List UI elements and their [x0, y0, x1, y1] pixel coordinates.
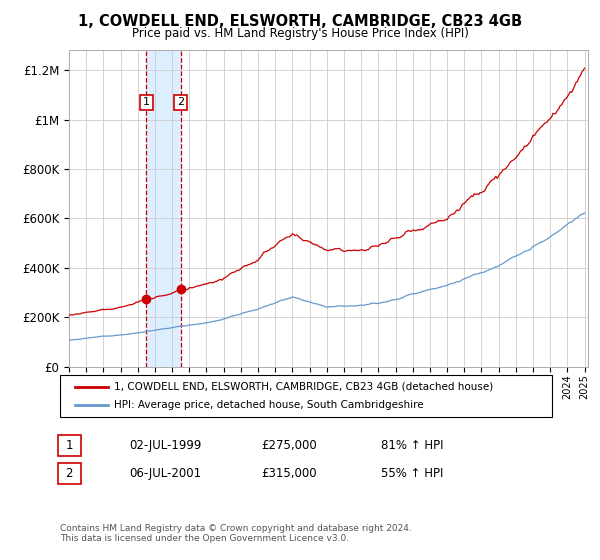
Text: Price paid vs. HM Land Registry's House Price Index (HPI): Price paid vs. HM Land Registry's House … — [131, 27, 469, 40]
Text: 1: 1 — [143, 97, 150, 108]
Text: 1, COWDELL END, ELSWORTH, CAMBRIDGE, CB23 4GB (detached house): 1, COWDELL END, ELSWORTH, CAMBRIDGE, CB2… — [114, 382, 493, 392]
Text: £315,000: £315,000 — [261, 466, 317, 480]
Text: HPI: Average price, detached house, South Cambridgeshire: HPI: Average price, detached house, Sout… — [114, 400, 424, 410]
Text: 02-JUL-1999: 02-JUL-1999 — [129, 438, 202, 452]
Text: 2: 2 — [65, 466, 73, 480]
Text: 1, COWDELL END, ELSWORTH, CAMBRIDGE, CB23 4GB: 1, COWDELL END, ELSWORTH, CAMBRIDGE, CB2… — [78, 14, 522, 29]
Text: 2: 2 — [177, 97, 184, 108]
Bar — [146, 50, 181, 367]
Text: 55% ↑ HPI: 55% ↑ HPI — [381, 466, 443, 480]
Text: £275,000: £275,000 — [261, 438, 317, 452]
Text: 1: 1 — [65, 438, 73, 452]
Text: 06-JUL-2001: 06-JUL-2001 — [129, 466, 201, 480]
Text: Contains HM Land Registry data © Crown copyright and database right 2024.
This d: Contains HM Land Registry data © Crown c… — [60, 524, 412, 543]
Text: 81% ↑ HPI: 81% ↑ HPI — [381, 438, 443, 452]
